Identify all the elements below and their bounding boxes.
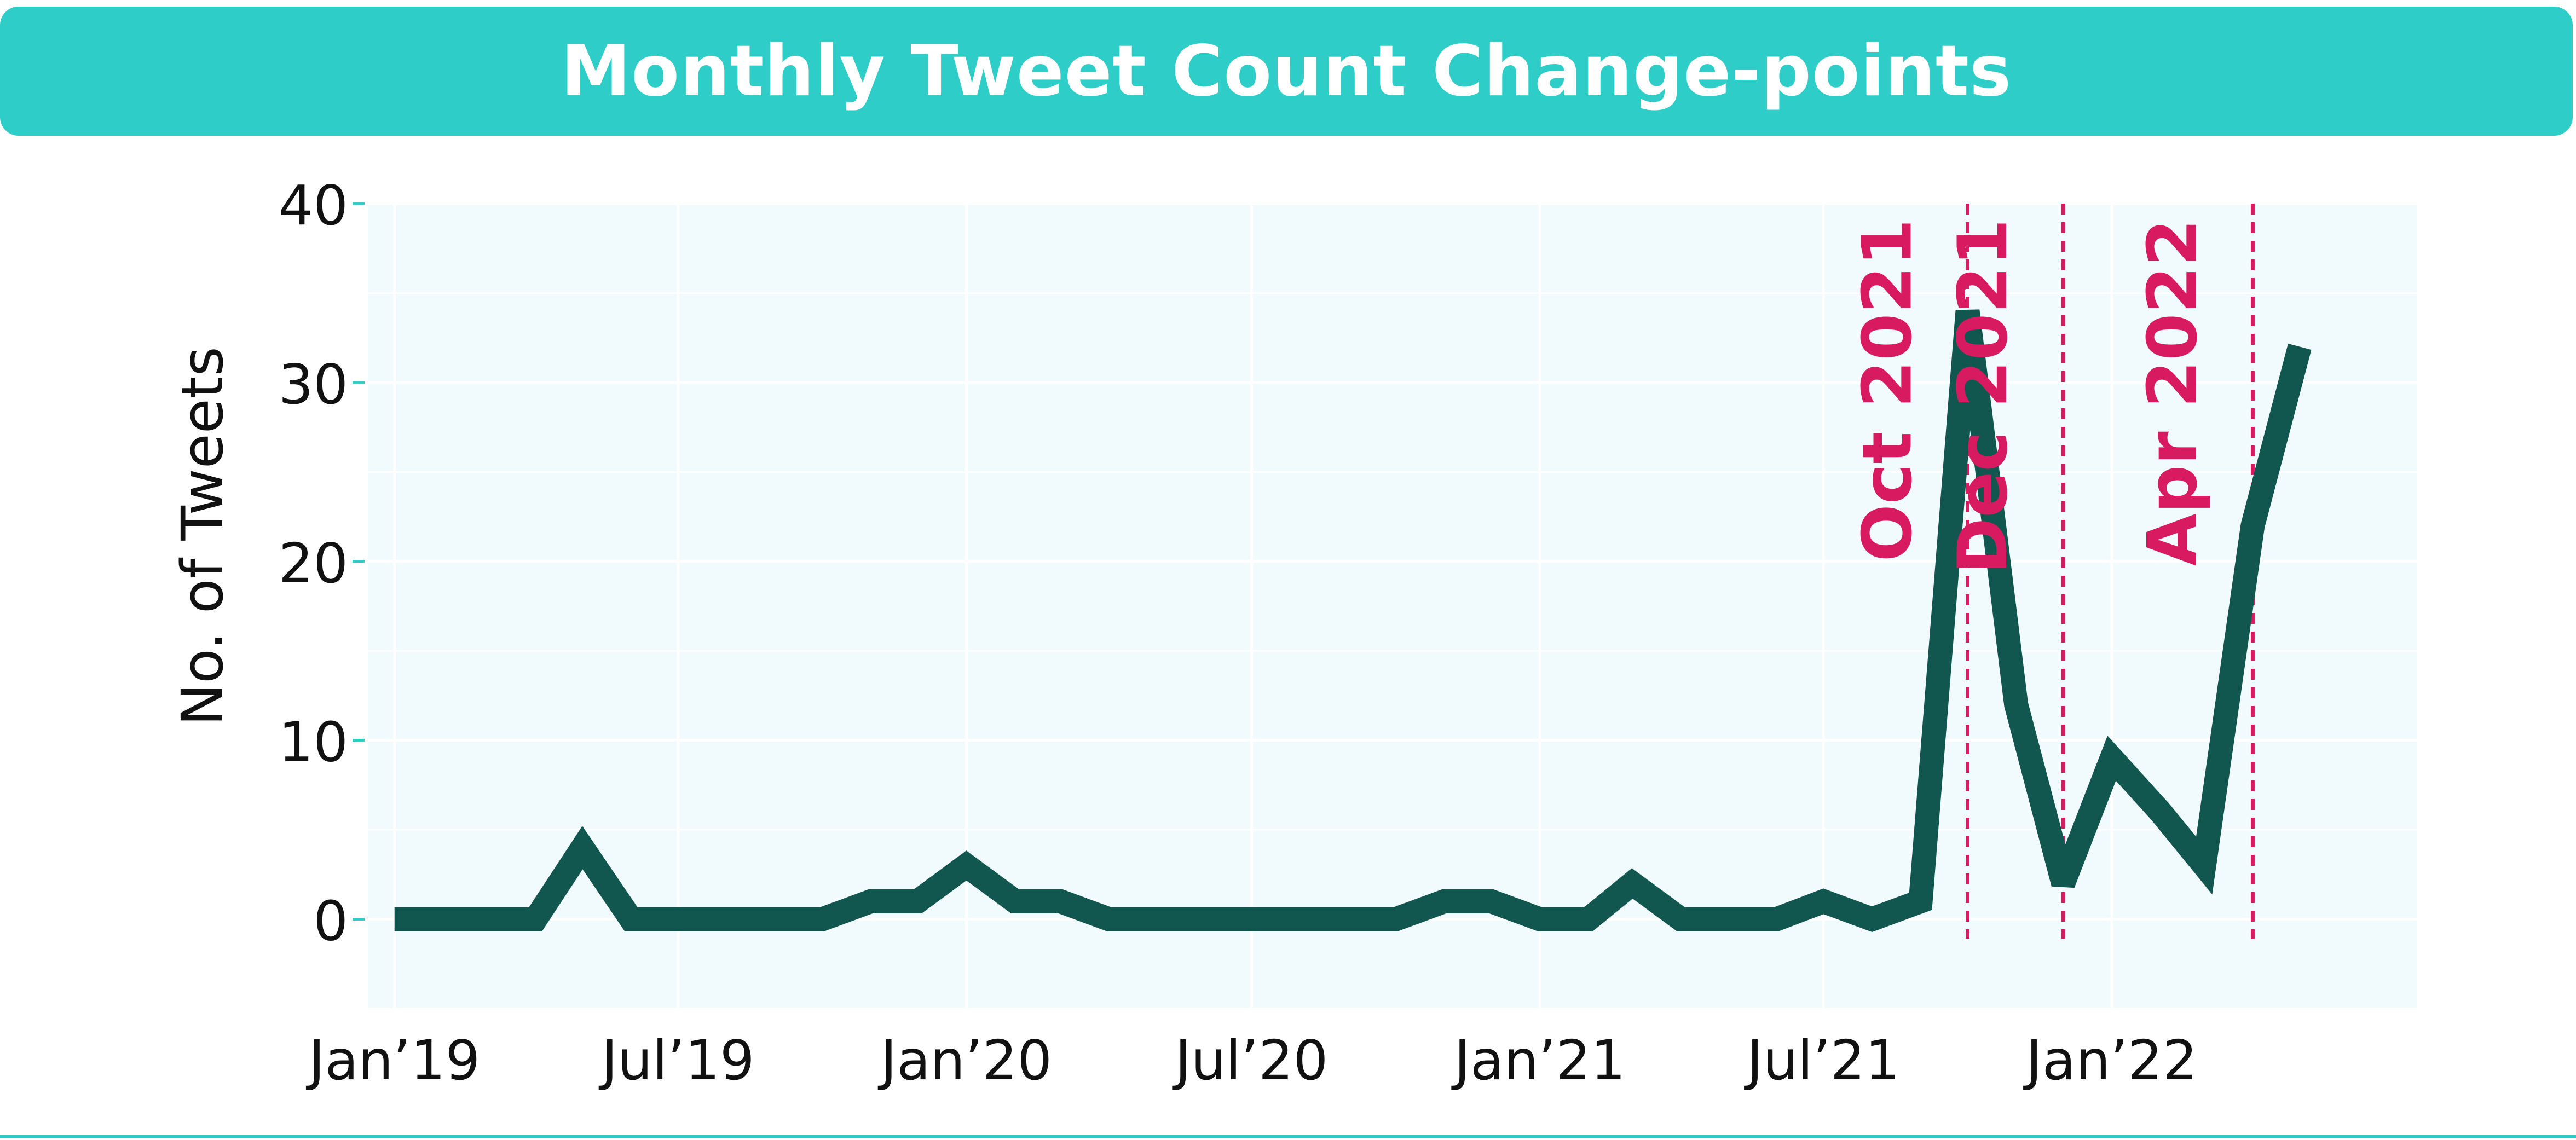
x-tick-label: Jan’20	[877, 1028, 1052, 1092]
grid-lines	[368, 202, 2417, 1010]
x-tick-label: Jan’22	[2023, 1028, 2197, 1092]
y-tick-label: 30	[279, 352, 348, 416]
y-axis: 0 10 20 30 40	[279, 173, 365, 953]
series-line	[394, 309, 2312, 933]
y-tick-label: 20	[279, 531, 348, 595]
x-tick-label: Jul’21	[1743, 1028, 1900, 1092]
x-axis: Jan’19 Jul’19 Jan’20 Jul’20 Jan’21 Jul’21 Jan’…	[305, 1028, 2197, 1092]
x-tick-label: Jan’19	[305, 1028, 480, 1092]
x-tick-label: Jan’21	[1451, 1028, 1625, 1092]
bottom-rule	[0, 1135, 2576, 1138]
chart-title: Monthly Tweet Count Change-points	[561, 30, 2012, 112]
y-axis-label: No. of Tweets	[169, 346, 236, 726]
y-tick-label: 10	[279, 710, 348, 774]
x-tick-label: Jul’20	[1172, 1028, 1329, 1092]
changepoint-label: Oct 2021	[1848, 219, 1927, 562]
x-tick-label: Jul’19	[598, 1028, 755, 1092]
changepoint-labels: Oct 2021 Dec 2021 Apr 2022	[1848, 219, 2212, 574]
changepoint-label: Dec 2021	[1944, 219, 2023, 574]
changepoint-label: Apr 2022	[2133, 219, 2212, 566]
title-banner: Monthly Tweet Count Change-points	[0, 7, 2573, 136]
y-tick-label: 0	[313, 889, 348, 953]
plot-area	[368, 204, 2417, 1009]
y-tick-label: 40	[279, 173, 348, 238]
